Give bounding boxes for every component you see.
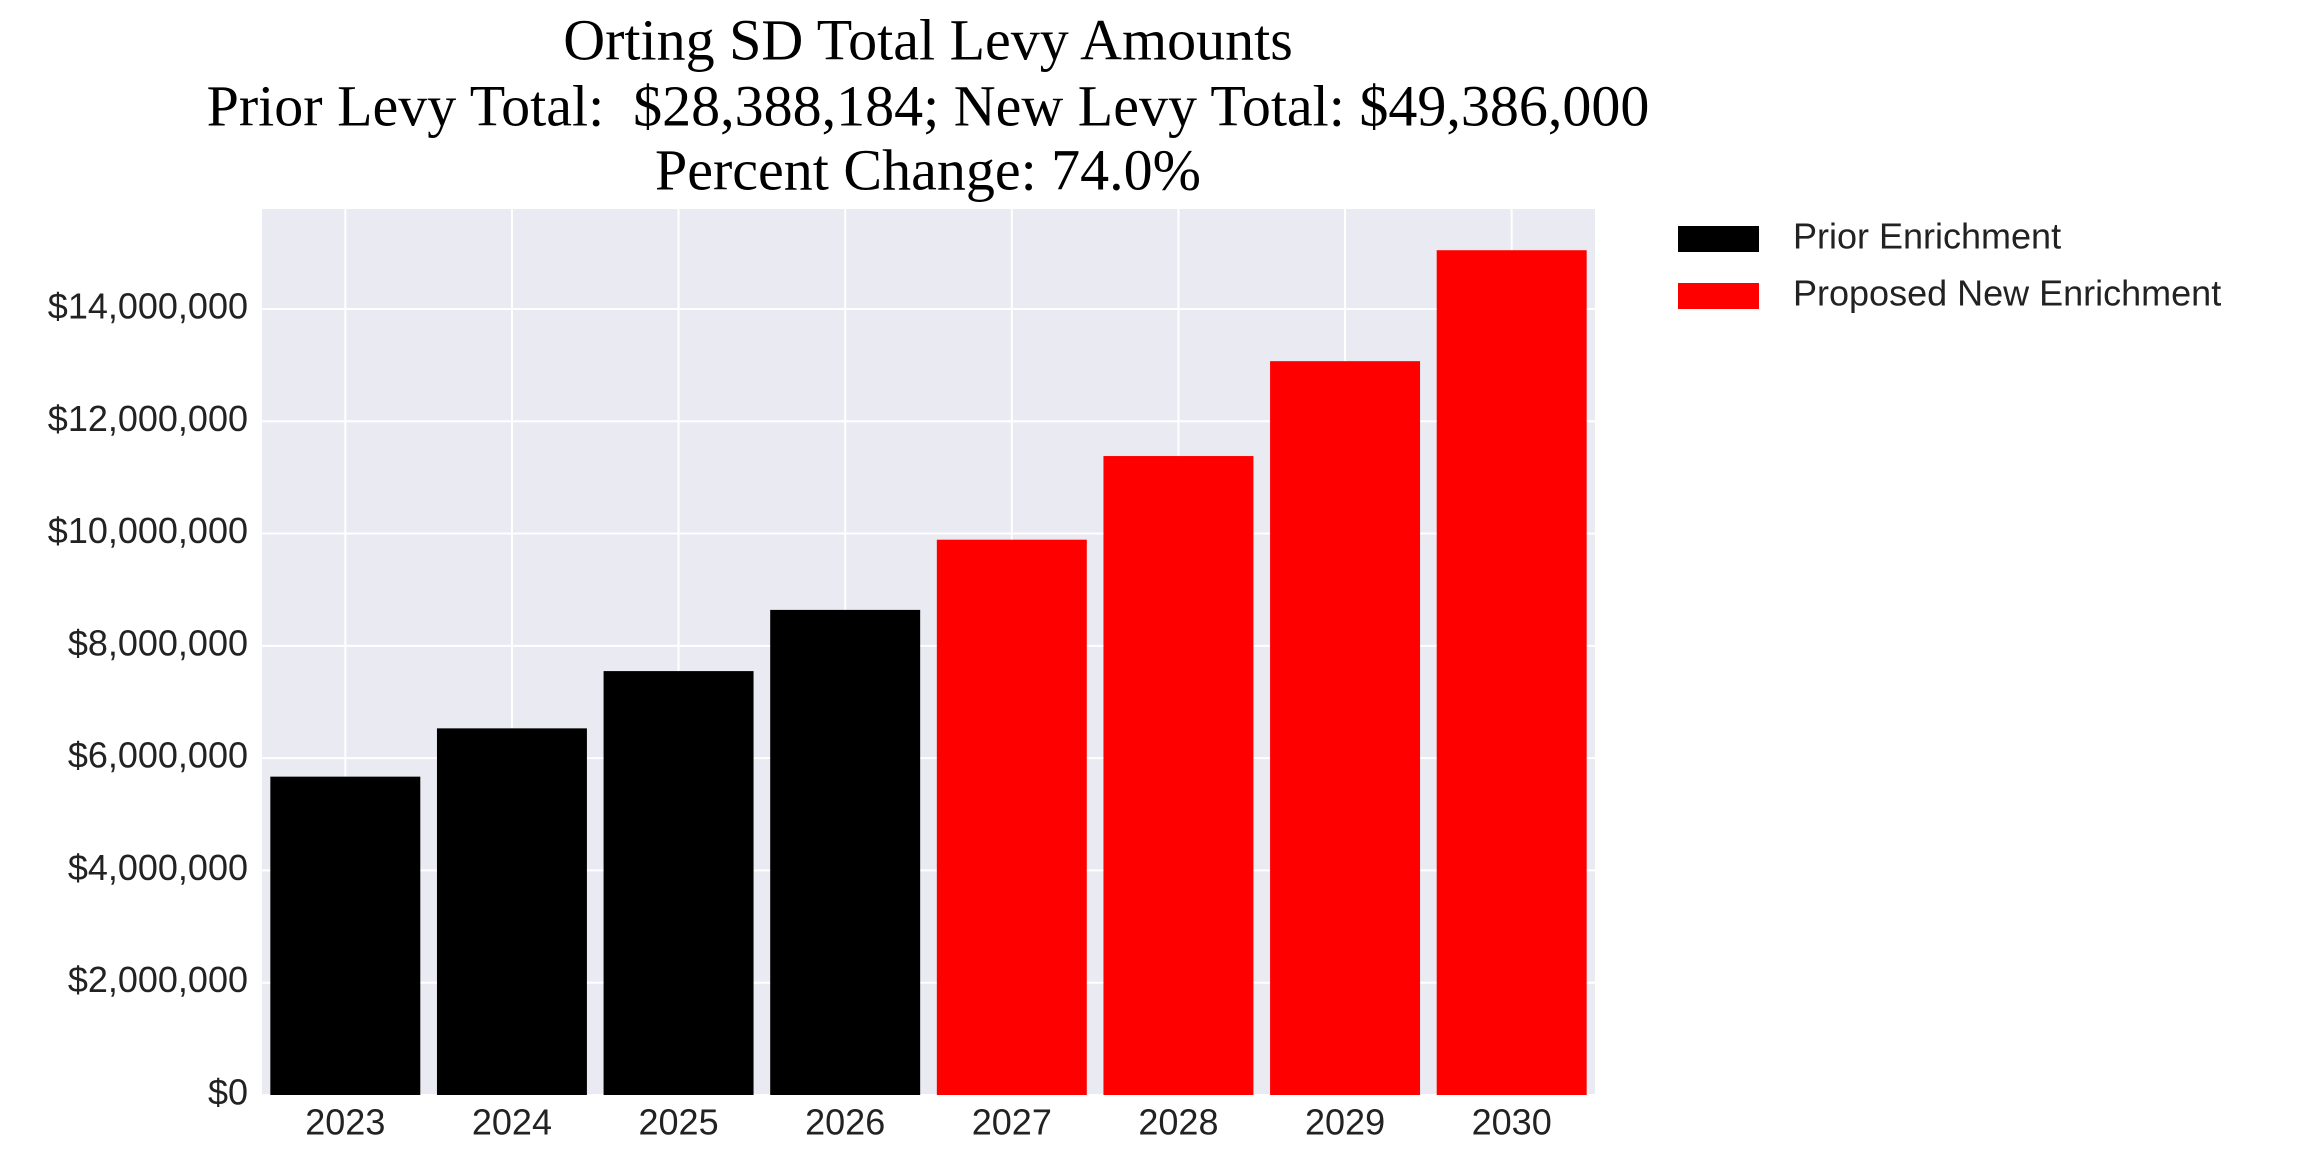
bar bbox=[770, 609, 921, 1095]
x-tick-label: 2024 bbox=[472, 1102, 552, 1143]
bar bbox=[1270, 361, 1421, 1095]
bar bbox=[436, 728, 587, 1095]
y-tick-label: $12,000,000 bbox=[48, 398, 248, 439]
x-tick-label: 2027 bbox=[972, 1102, 1052, 1143]
bar bbox=[270, 776, 421, 1095]
bar bbox=[1436, 250, 1587, 1095]
y-tick-label: $14,000,000 bbox=[48, 285, 248, 326]
chart-subtitle: Percent Change: 74.0% bbox=[655, 137, 1201, 202]
chart-subtitle: Prior Levy Total: $28,388,184; New Levy … bbox=[207, 73, 1650, 138]
bar bbox=[936, 539, 1087, 1095]
legend-label: Prior Enrichment bbox=[1793, 216, 2061, 257]
legend-label: Proposed New Enrichment bbox=[1793, 273, 2221, 314]
bar bbox=[603, 671, 754, 1095]
x-tick-label: 2026 bbox=[805, 1102, 885, 1143]
x-tick-label: 2023 bbox=[305, 1102, 385, 1143]
y-tick-label: $6,000,000 bbox=[68, 735, 248, 776]
chart-title: Orting SD Total Levy Amounts bbox=[563, 7, 1293, 72]
x-tick-label: 2029 bbox=[1305, 1102, 1385, 1143]
y-tick-label: $2,000,000 bbox=[68, 959, 248, 1000]
x-tick-label: 2030 bbox=[1472, 1102, 1552, 1143]
x-tick-label: 2025 bbox=[639, 1102, 719, 1143]
bar bbox=[1103, 456, 1254, 1096]
y-tick-label: $4,000,000 bbox=[68, 847, 248, 888]
x-tick-label: 2028 bbox=[1138, 1102, 1218, 1143]
y-tick-label: $0 bbox=[208, 1072, 248, 1113]
y-tick-label: $10,000,000 bbox=[48, 510, 248, 551]
y-tick-label: $8,000,000 bbox=[68, 622, 248, 663]
legend-swatch bbox=[1678, 226, 1759, 252]
legend-swatch bbox=[1678, 283, 1759, 309]
